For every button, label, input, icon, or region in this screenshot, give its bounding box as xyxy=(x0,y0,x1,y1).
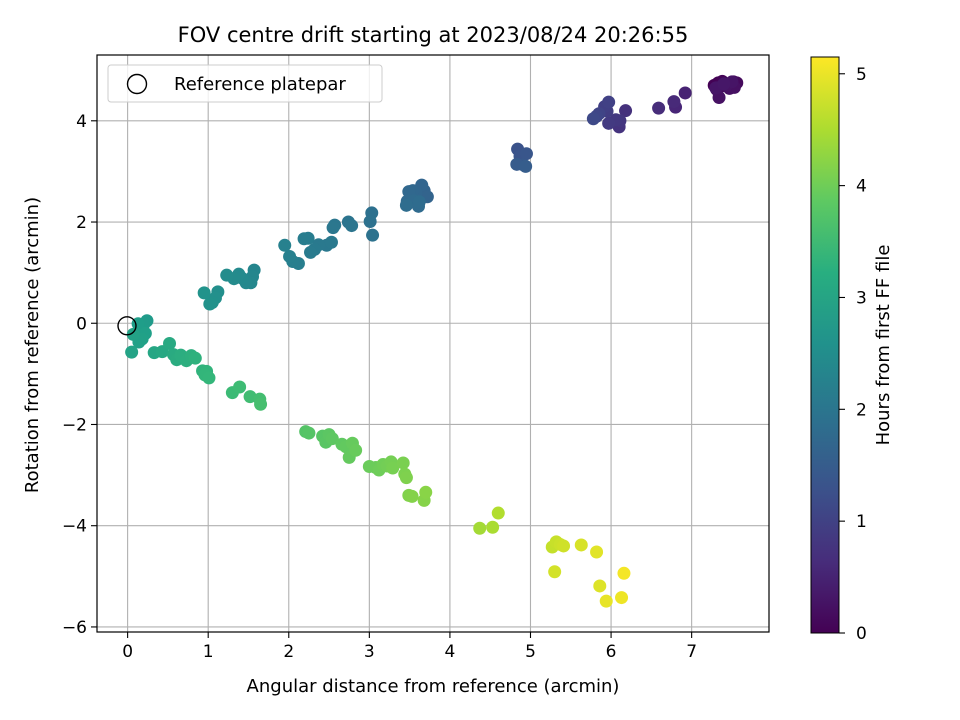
colorbar-label: Hours from first FF file xyxy=(873,245,894,446)
legend-box xyxy=(107,64,383,103)
data-point xyxy=(396,456,410,470)
data-point xyxy=(412,195,426,209)
x-tick-label: 1 xyxy=(203,642,214,662)
data-point xyxy=(519,147,533,161)
data-point xyxy=(126,327,140,341)
data-point xyxy=(125,345,139,359)
colorbar-tick-label: 5 xyxy=(856,65,867,85)
data-point xyxy=(366,228,380,242)
data-point xyxy=(278,238,292,252)
y-tick-label: 2 xyxy=(76,213,87,233)
data-point xyxy=(345,219,359,233)
data-point xyxy=(717,77,731,91)
y-tick-label: −4 xyxy=(62,517,87,537)
data-point xyxy=(419,485,433,499)
legend-marker-icon xyxy=(126,73,148,95)
colorbar-tick-label: 4 xyxy=(856,177,867,197)
data-point xyxy=(304,245,318,259)
data-point xyxy=(203,297,217,311)
data-point xyxy=(297,232,311,246)
x-axis-ticks: 0 1 2 3 4 5 6 7 xyxy=(122,632,697,662)
colorbar-ticks: 0 1 2 3 4 5 xyxy=(839,65,867,644)
data-point xyxy=(652,101,666,115)
data-point xyxy=(599,594,613,608)
data-point xyxy=(586,112,600,126)
data-point xyxy=(615,591,629,605)
data-point xyxy=(619,104,633,118)
x-axis-label: Angular distance from reference (arcmin) xyxy=(247,676,620,697)
data-point xyxy=(324,235,338,249)
plot-area: 0 1 2 3 4 5 6 7 −6 −4 −2 0 2 4 Reference platepar xyxy=(62,54,770,662)
colorbar-tick-label: 0 xyxy=(856,624,867,644)
data-point xyxy=(602,116,616,130)
data-point xyxy=(220,268,234,282)
data-point xyxy=(283,249,297,263)
data-point xyxy=(491,506,505,520)
data-point xyxy=(233,380,247,394)
reference-platepar-marker xyxy=(117,316,137,336)
chart-title: FOV centre drift starting at 2023/08/24 … xyxy=(178,23,689,47)
data-point xyxy=(405,489,419,503)
y-axis-label: Rotation from reference (arcmin) xyxy=(22,197,43,493)
data-point xyxy=(386,461,400,475)
data-point xyxy=(349,443,363,457)
data-point xyxy=(197,286,211,300)
data-point xyxy=(254,397,268,411)
x-tick-label: 6 xyxy=(606,642,617,662)
data-point xyxy=(590,545,604,559)
grid xyxy=(97,55,769,632)
data-point xyxy=(325,432,339,446)
data-point xyxy=(678,86,692,100)
data-point xyxy=(548,565,562,579)
y-tick-label: −6 xyxy=(62,618,87,638)
colorbar-tick-label: 2 xyxy=(856,400,867,420)
data-point xyxy=(326,221,340,235)
colorbar-tick-label: 3 xyxy=(856,288,867,308)
data-point xyxy=(557,539,571,553)
x-tick-label: 3 xyxy=(364,642,375,662)
data-point xyxy=(163,337,177,350)
y-tick-label: 4 xyxy=(76,112,87,132)
legend: Reference platepar xyxy=(107,64,383,103)
x-tick-label: 7 xyxy=(686,642,697,662)
data-point xyxy=(188,351,202,365)
y-axis-ticks: −6 −4 −2 0 2 4 xyxy=(62,112,97,638)
plot-frame xyxy=(96,54,770,633)
data-point xyxy=(602,95,616,109)
y-tick-label: 0 xyxy=(76,314,87,334)
data-point xyxy=(399,471,413,485)
data-point xyxy=(473,521,487,535)
data-point xyxy=(519,159,533,173)
colorbar-tick-label: 1 xyxy=(856,512,867,532)
data-point xyxy=(363,215,377,229)
data-point xyxy=(302,426,316,440)
colorbar: 0 1 2 3 4 5 Hours from first FF file xyxy=(810,56,894,644)
x-tick-label: 5 xyxy=(525,642,536,662)
data-points xyxy=(125,74,744,608)
data-point xyxy=(593,579,607,593)
x-tick-label: 4 xyxy=(445,642,456,662)
colorbar-gradient xyxy=(810,56,840,634)
x-tick-label: 0 xyxy=(122,642,133,662)
data-point xyxy=(667,95,681,109)
x-tick-label: 2 xyxy=(283,642,294,662)
data-point xyxy=(617,566,631,580)
y-tick-label: −2 xyxy=(62,415,87,435)
data-point xyxy=(486,520,500,534)
legend-label: Reference platepar xyxy=(174,74,346,95)
data-point xyxy=(399,198,413,212)
data-point xyxy=(574,538,588,552)
data-point xyxy=(202,371,216,385)
